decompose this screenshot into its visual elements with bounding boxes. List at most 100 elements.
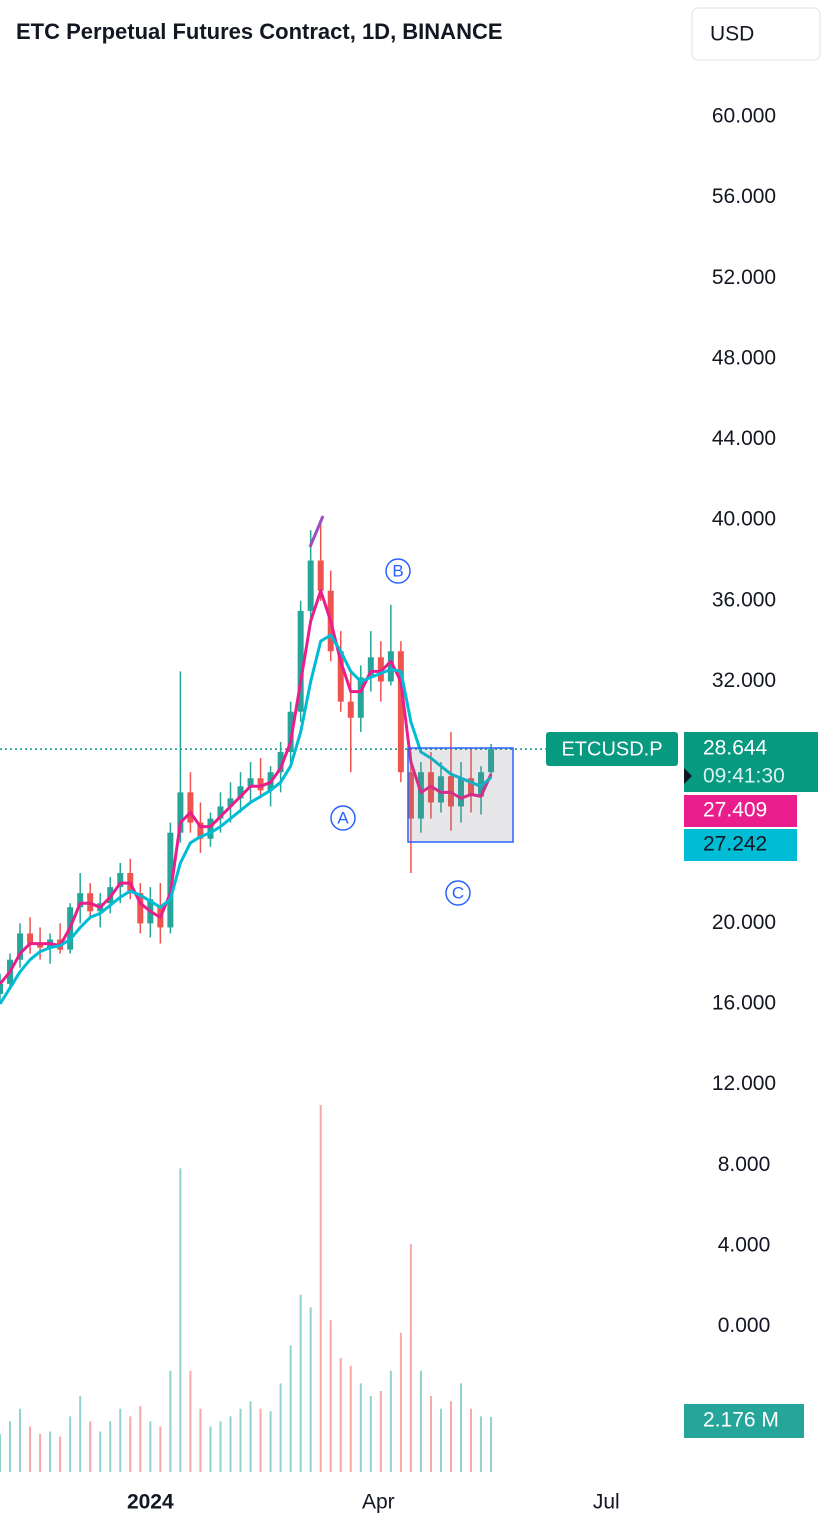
- last-price: 28.644: [703, 737, 768, 760]
- candle-body: [297, 610, 304, 712]
- volume-bar: [409, 1244, 412, 1472]
- y-tick-label: 20.000: [712, 911, 776, 934]
- volume-badge: [684, 1404, 804, 1438]
- volume-bar: [99, 1431, 102, 1472]
- volume-bar: [339, 1358, 342, 1472]
- volume-bar: [189, 1370, 192, 1472]
- candle-body: [287, 711, 294, 753]
- candle-body: [177, 792, 184, 833]
- candle-body: [407, 772, 414, 819]
- y-tick-label: 40.000: [712, 508, 776, 531]
- volume-bar: [449, 1401, 452, 1472]
- volume-bar: [239, 1408, 242, 1472]
- volume-bar: [109, 1421, 112, 1472]
- candle-body: [357, 677, 364, 718]
- volume-bar: [19, 1408, 22, 1472]
- candle-body: [27, 933, 34, 944]
- volume-bar: [209, 1426, 212, 1472]
- volume-bar: [429, 1396, 432, 1472]
- volume-bar: [149, 1421, 152, 1472]
- y-tick-label: 44.000: [712, 427, 776, 450]
- y-tick-label: 32.000: [712, 669, 776, 692]
- candle-body: [367, 657, 374, 678]
- volume-bar: [119, 1408, 122, 1472]
- candle-body: [437, 776, 444, 803]
- candle-body: [137, 893, 144, 924]
- candle-body: [37, 943, 44, 948]
- candle-body: [387, 651, 394, 682]
- volume-bar: [470, 1408, 473, 1472]
- volume-bar: [79, 1396, 82, 1472]
- volume-bar: [349, 1365, 352, 1472]
- y-tick-label: 60.000: [712, 105, 776, 128]
- volume-bar: [89, 1421, 92, 1472]
- annotation-circle: [385, 558, 411, 584]
- candle-body: [277, 752, 284, 773]
- volume-bar: [289, 1345, 292, 1472]
- candle-body: [257, 778, 264, 791]
- volume-bar: [249, 1401, 252, 1472]
- x-tick-label: Jul: [593, 1491, 620, 1514]
- trend-line: [308, 515, 325, 548]
- annotation: C: [452, 883, 464, 902]
- volume-bar: [460, 1383, 463, 1472]
- candle-body: [207, 818, 214, 839]
- price-badge: [684, 732, 818, 792]
- volume-bar: [169, 1370, 172, 1472]
- y-tick-label: 56.000: [712, 185, 776, 208]
- ma-badge: [684, 829, 797, 861]
- volume-bar: [49, 1431, 52, 1472]
- y-tick-label: 8.000: [718, 1153, 771, 1176]
- volume-bar: [59, 1436, 62, 1472]
- volume-bar: [299, 1294, 302, 1472]
- volume-bar: [369, 1396, 372, 1472]
- candle-body: [307, 560, 314, 611]
- volume-bar: [389, 1370, 392, 1472]
- volume-bar: [329, 1320, 332, 1472]
- y-tick-label: 52.000: [712, 266, 776, 289]
- x-tick-label: Apr: [362, 1491, 395, 1514]
- volume-bar: [129, 1416, 132, 1472]
- y-tick-label: 36.000: [712, 588, 776, 611]
- x-tick-label: 2024: [127, 1491, 174, 1514]
- symbol-label: ETCUSD.P: [561, 738, 662, 760]
- y-tick-label: 12.000: [712, 1072, 776, 1095]
- candle-body: [237, 786, 244, 799]
- candle-body: [217, 806, 224, 819]
- currency-label[interactable]: USD: [710, 23, 754, 46]
- volume-bar: [29, 1426, 32, 1472]
- volume-bar: [309, 1307, 312, 1472]
- volume-bar: [419, 1370, 422, 1472]
- annotation-circle: [445, 880, 471, 906]
- candle-body: [417, 772, 424, 819]
- y-tick-label: 4.000: [718, 1234, 771, 1257]
- price-pointer: [684, 768, 692, 784]
- y-tick-label: 0.000: [718, 1314, 771, 1337]
- annotation: B: [392, 561, 403, 580]
- symbol-badge: [546, 732, 678, 766]
- y-tick-label: 16.000: [712, 992, 776, 1015]
- range-box: [407, 747, 514, 843]
- candle-body: [197, 822, 204, 839]
- candle-body: [17, 933, 24, 960]
- volume-bar: [359, 1383, 362, 1472]
- candle-body: [0, 983, 3, 994]
- candle-body: [117, 873, 124, 888]
- candle-body: [458, 778, 465, 807]
- volume-bar: [69, 1416, 72, 1472]
- volume-label: 2.176 M: [703, 1409, 779, 1432]
- volume-bar: [39, 1434, 42, 1472]
- volume-bar: [379, 1391, 382, 1472]
- moving-average: [0, 633, 493, 1005]
- volume-bar: [159, 1426, 162, 1472]
- volume-bar: [199, 1408, 202, 1472]
- ma-label: 27.242: [703, 833, 767, 856]
- candle-body: [77, 893, 84, 908]
- chart-title: ETC Perpetual Futures Contract, 1D, BINA…: [16, 19, 503, 44]
- countdown: 09:41:30: [703, 765, 785, 788]
- volume-bar: [319, 1105, 322, 1472]
- currency-button[interactable]: [691, 7, 821, 61]
- candle-body: [187, 792, 194, 823]
- candle-body: [167, 832, 174, 928]
- volume-bar: [399, 1332, 402, 1472]
